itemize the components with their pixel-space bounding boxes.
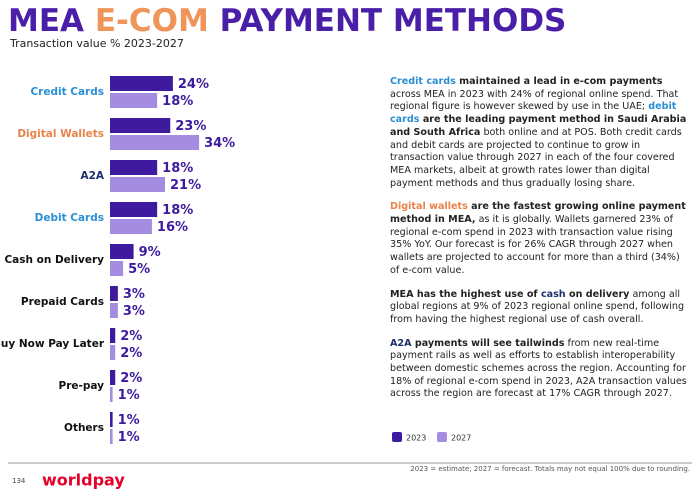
value-label: 2% — [120, 371, 142, 386]
text-run: cash — [540, 288, 566, 300]
bar — [110, 303, 118, 318]
text-run: are the fastest growing online payment m… — [390, 201, 686, 226]
value-label: 2% — [120, 346, 142, 361]
value-label: 24% — [178, 77, 209, 92]
category-label: A2A — [80, 170, 104, 182]
category-label: Pre-pay — [59, 380, 105, 392]
bar — [110, 370, 116, 385]
bar — [110, 328, 116, 343]
value-label: 1% — [118, 430, 140, 445]
category-label: Credit Cards — [30, 86, 104, 98]
chart-subtitle: Transaction value % 2023-2027 — [9, 37, 184, 50]
value-label: 21% — [170, 178, 201, 193]
paragraph: MEA has the highest use of cash on deliv… — [390, 289, 692, 327]
legend-label: 2027 — [451, 434, 471, 443]
legend-swatch — [437, 432, 447, 442]
text-run: are the leading payment method in Saudi … — [390, 114, 687, 138]
bar — [110, 202, 158, 217]
bar — [110, 135, 200, 150]
bar — [110, 93, 158, 108]
value-label: 9% — [139, 245, 161, 260]
bar — [110, 261, 124, 276]
bar — [110, 429, 113, 444]
value-label: 5% — [128, 262, 150, 277]
text-run: A2A — [390, 337, 412, 349]
title-part: MEA — [8, 3, 95, 39]
brand: worldpay — [42, 471, 125, 490]
bar — [110, 286, 118, 301]
text-run: as it is globally. Wallets garnered 23% … — [390, 214, 680, 276]
value-label: 18% — [162, 203, 193, 218]
legend-label: 2023 — [406, 434, 426, 443]
value-label: 18% — [162, 161, 193, 176]
bar — [110, 244, 134, 259]
text-run: MEA has the highest use of — [390, 288, 541, 300]
value-label: 1% — [118, 413, 140, 428]
category-label: Others — [64, 422, 104, 434]
paragraph: Credit cards maintained a lead in e-com … — [390, 76, 692, 190]
value-label: 23% — [175, 119, 206, 134]
text-run: maintained a lead in e-com payments — [455, 76, 663, 87]
footnote: 2023 = estimate; 2027 = forecast. Totals… — [410, 465, 690, 473]
text-run: both online and at POS. Both credit card… — [390, 126, 682, 189]
text-run: from new real-time payment rails as well… — [390, 337, 687, 400]
chart-title: MEA E-COM PAYMENT METHODS — [8, 3, 566, 39]
value-label: 2% — [120, 329, 142, 344]
bar — [110, 177, 166, 192]
text-run: debit cards — [390, 101, 677, 126]
category-label: Cash on Delivery — [4, 254, 104, 266]
value-label: 3% — [123, 287, 145, 302]
bar — [110, 387, 113, 402]
bar — [110, 118, 171, 133]
category-label: Debit Cards — [35, 212, 104, 224]
category-label: Buy Now Pay Later — [0, 338, 105, 350]
text-run: across MEA in 2023 with 24% of regional … — [390, 88, 679, 113]
paragraph: Digital wallets are the fastest growing … — [390, 201, 692, 277]
text-run: among all global regions at 9% of 2023 r… — [390, 288, 685, 325]
value-label: 1% — [118, 388, 140, 403]
commentary: Credit cards maintained a lead in e-com … — [390, 76, 692, 412]
text-run: Digital wallets — [390, 201, 468, 213]
legend-swatch — [392, 432, 402, 442]
value-label: 34% — [204, 136, 235, 151]
title-part: E-COM — [95, 3, 209, 39]
page-number: 134 — [12, 477, 26, 485]
value-label: 3% — [123, 304, 145, 319]
bar — [110, 412, 113, 427]
bar — [110, 345, 116, 360]
title-part: PAYMENT METHODS — [209, 3, 567, 39]
paragraph: A2A payments will see tailwinds from new… — [390, 338, 692, 402]
text-run: payments will see tailwinds — [411, 337, 565, 349]
value-label: 18% — [162, 94, 193, 109]
value-label: 16% — [157, 220, 188, 235]
category-label: Digital Wallets — [17, 128, 104, 140]
category-label: Prepaid Cards — [21, 296, 104, 308]
bar — [110, 219, 152, 234]
text-run: Credit cards — [390, 76, 456, 87]
text-run: on delivery — [565, 288, 630, 300]
bar — [110, 160, 158, 175]
bar — [110, 76, 173, 91]
